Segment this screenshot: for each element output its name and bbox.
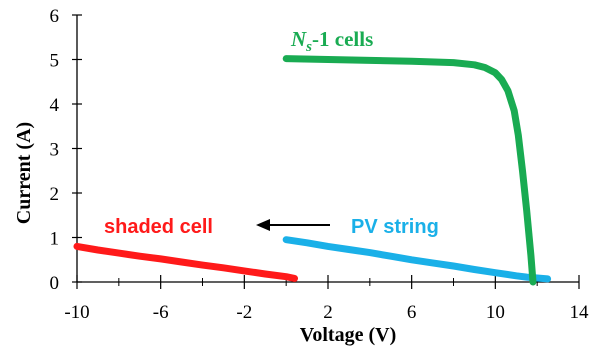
x-tick-label: -2 <box>236 302 252 323</box>
series-layer <box>73 55 552 286</box>
y-tick-label: 6 <box>50 6 60 27</box>
x-tick-label: 2 <box>323 302 333 323</box>
x-tick-label: 14 <box>570 302 590 323</box>
ns-cells-label: Ns-1 cells <box>290 27 373 55</box>
x-tick-label: 10 <box>486 302 505 323</box>
y-tick-label: 4 <box>50 95 60 116</box>
y-tick-label: 5 <box>50 51 60 72</box>
arrow-head <box>256 219 270 231</box>
ns-label-sub: s <box>305 39 312 55</box>
y-tick-label: 2 <box>50 184 60 205</box>
series-line-shaded-cell <box>73 242 298 282</box>
shaded-cell-label: shaded cell <box>104 216 213 238</box>
ns-label-n: N <box>290 27 307 51</box>
x-axis-title: Voltage (V) <box>300 324 396 346</box>
series-line-ns-1-cells <box>282 55 537 286</box>
x-tick-label: -10 <box>64 302 89 323</box>
x-tick-label: 6 <box>407 302 417 323</box>
arrow <box>256 219 330 231</box>
pv-string-label: PV string <box>351 216 439 238</box>
ns-label-rest: -1 cells <box>312 27 373 51</box>
axes <box>76 15 579 283</box>
y-tick-label: 0 <box>50 273 60 294</box>
y-tick-label: 3 <box>50 140 60 161</box>
tick-labels: -10 -6 -2 2 6 10 14 0 1 2 3 4 5 6 <box>50 6 590 323</box>
y-axis-title: Current (A) <box>13 122 35 224</box>
x-tick-label: -6 <box>153 302 169 323</box>
series-line-pv-string <box>282 236 552 283</box>
y-tick-label: 1 <box>50 229 60 250</box>
